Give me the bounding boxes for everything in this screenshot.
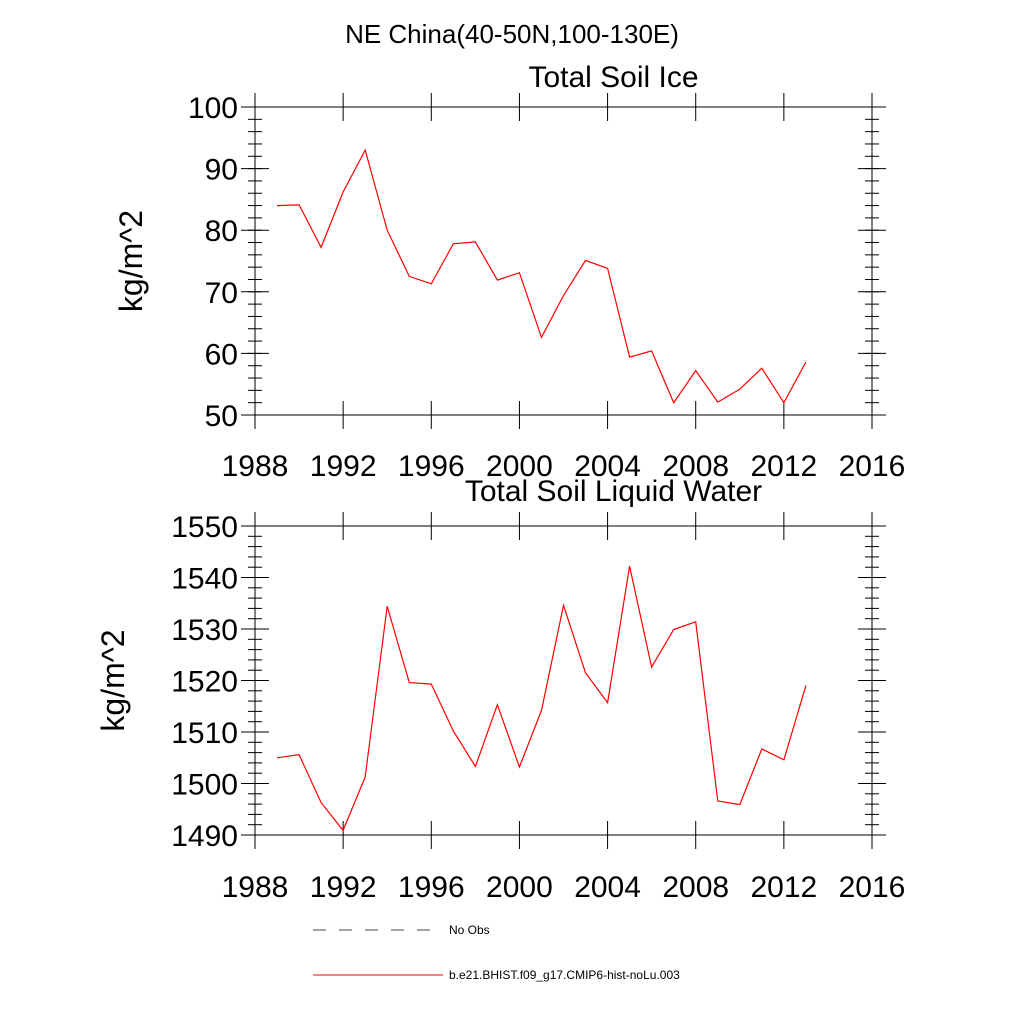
panel-title: Total Soil Liquid Water (465, 475, 762, 508)
legend-label-model: b.e21.BHIST.f09_g17.CMIP6-hist-noLu.003 (449, 968, 680, 982)
xtick-label: 1988 (222, 450, 289, 483)
y-axis-label: kg/m^2 (95, 629, 131, 731)
xtick-label: 2016 (839, 450, 906, 483)
series-line (276, 148, 807, 404)
panel-total-soil-liquid-water: Total Soil Liquid Water 1490 1500 1510 1520 1… (95, 475, 905, 904)
panel-title: Total Soil Ice (528, 61, 698, 94)
ytick-label: 70 (205, 277, 238, 310)
xtick-label: 2004 (574, 871, 641, 904)
xtick-label: 2004 (574, 450, 641, 483)
ytick-label: 1520 (171, 666, 238, 699)
plot-frame (254, 525, 873, 836)
y-axis-label: kg/m^2 (113, 210, 149, 312)
panel-total-soil-ice: Total Soil Ice 50 60 70 80 90 100 1988 1992 1996 2… (113, 61, 905, 483)
ytick-label: 1510 (171, 717, 238, 750)
legend-label-no-obs: No Obs (449, 923, 490, 937)
ytick-label: 1540 (171, 563, 238, 596)
xtick-label: 2000 (486, 871, 553, 904)
ytick-label: 60 (205, 338, 238, 371)
ytick-label: 90 (205, 154, 238, 187)
ytick-label: 1550 (171, 511, 238, 544)
xtick-label: 1996 (398, 450, 465, 483)
xtick-label: 2000 (486, 450, 553, 483)
ytick-label: 50 (205, 400, 238, 433)
plot-frame (254, 106, 873, 416)
figure-suptitle: NE China(40-50N,100-130E) (345, 19, 679, 49)
xtick-label: 1988 (222, 871, 289, 904)
legend: No Obs b.e21.BHIST.f09_g17.CMIP6-hist-no… (313, 923, 680, 982)
series-line (276, 566, 807, 832)
xtick-label: 1992 (310, 450, 377, 483)
ytick-label: 1530 (171, 614, 238, 647)
ytick-label: 1500 (171, 769, 238, 802)
xtick-label: 1996 (398, 871, 465, 904)
xtick-label: 2008 (662, 871, 729, 904)
xtick-label: 2016 (839, 871, 906, 904)
ytick-label: 80 (205, 215, 238, 248)
xtick-label: 2008 (662, 450, 729, 483)
xtick-label: 1992 (310, 871, 377, 904)
xtick-label: 2012 (750, 450, 817, 483)
ytick-label: 1490 (171, 820, 238, 853)
ytick-label: 100 (188, 92, 238, 125)
xtick-label: 2012 (750, 871, 817, 904)
